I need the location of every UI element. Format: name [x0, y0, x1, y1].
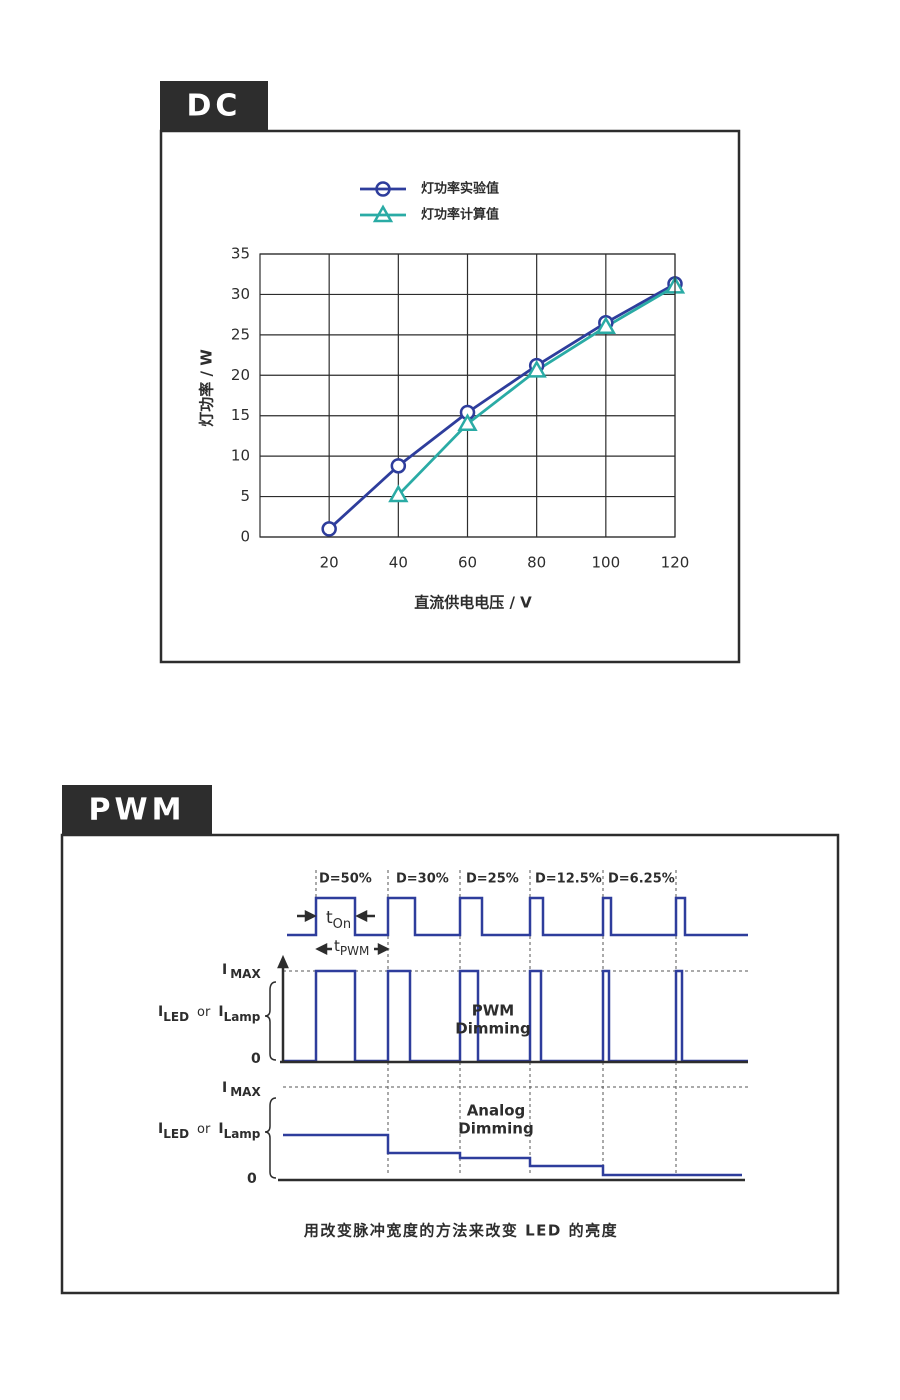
imax: I MAX — [222, 962, 261, 981]
analog-current — [283, 1133, 742, 1177]
sub: LED — [163, 1010, 189, 1024]
arrow — [355, 909, 368, 923]
legend-label: 灯功率计算值 — [421, 207, 499, 223]
marker — [388, 484, 409, 503]
brace — [264, 1097, 277, 1179]
x-tick-label: 80 — [527, 554, 546, 572]
dc-title: DC — [187, 89, 242, 124]
marker — [595, 316, 616, 335]
arrow — [277, 954, 289, 969]
plot: 0 5 10 15 20 25 30 35 20 40 60 80 100 120 — [231, 181, 690, 572]
region-labels: PWM Dimming Analog Dimming — [455, 1002, 533, 1138]
sub: Lamp — [224, 1010, 261, 1024]
sub: MAX — [230, 1085, 261, 1099]
marker — [390, 458, 407, 474]
axes — [277, 909, 748, 1182]
x-tick-label: 120 — [661, 554, 690, 572]
duty-labels: D=50% D=30% D=25% D=12.5% D=6.25% — [319, 872, 675, 887]
pwm-tab — [62, 785, 212, 835]
pwm-frame — [60, 833, 840, 1295]
analog-dimming: Analog — [467, 1102, 526, 1120]
duty-label: D=6.25% — [608, 872, 675, 887]
y-labels: I MAX ILED or ILamp 0 I MAX ILED or ILamp 0 — [158, 962, 261, 1187]
i: I — [222, 962, 227, 978]
x-tick-label: 20 — [320, 554, 339, 572]
caption: 用改变脉冲宽度的方法来改变 LED 的亮度 — [304, 1222, 618, 1240]
arrow — [315, 942, 328, 956]
dc-frame — [159, 129, 741, 664]
y-tick-label: 20 — [231, 366, 250, 384]
sub: MAX — [230, 967, 261, 981]
sub: LED — [163, 1127, 189, 1141]
duty-label: D=25% — [466, 872, 519, 887]
zero: 0 — [251, 1051, 261, 1067]
arrow — [377, 942, 390, 956]
pulse-train — [287, 896, 748, 937]
t: t — [326, 908, 333, 928]
pwm-current — [283, 969, 748, 1063]
sub: On — [333, 917, 351, 932]
duty-label: D=50% — [319, 872, 372, 887]
x-axis-label: 直流供电电压 / V — [414, 594, 532, 612]
y-tick-label: 35 — [231, 245, 250, 263]
or: or — [197, 1005, 211, 1020]
i: I — [158, 1121, 163, 1137]
i: I — [158, 1004, 163, 1020]
i: I — [218, 1004, 223, 1020]
x-tick-label: 60 — [458, 554, 477, 572]
x-tick-label: 100 — [592, 554, 621, 572]
dc-tab — [160, 81, 268, 131]
y-tick-label: 30 — [231, 285, 250, 303]
duty-label: D=12.5% — [535, 872, 602, 887]
y-tick-label: 0 — [240, 528, 250, 546]
imax: I MAX — [222, 1080, 261, 1099]
marker — [321, 521, 337, 537]
t-on: tOn — [326, 908, 351, 932]
brace — [264, 981, 277, 1061]
y-tick-label: 10 — [231, 447, 250, 465]
duty-label: D=30% — [396, 872, 449, 887]
marker — [457, 413, 478, 432]
pwm-dimming: PWM — [472, 1002, 514, 1020]
analog-dimming: Dimming — [458, 1120, 533, 1138]
y-tick-label: 25 — [231, 325, 250, 343]
y-tick-label: 5 — [240, 487, 250, 505]
i: I — [222, 1080, 227, 1096]
iled: ILED or ILamp — [158, 1004, 261, 1024]
pwm-dimming: Dimming — [455, 1020, 530, 1038]
legend-label: 灯功率实验值 — [421, 181, 499, 197]
t: t — [334, 937, 340, 955]
y-axis-label: 灯功率 / W — [198, 349, 216, 427]
zero: 0 — [247, 1171, 257, 1187]
braces — [264, 981, 277, 1179]
sub: PWM — [340, 944, 369, 958]
x-tick-label: 40 — [389, 554, 408, 572]
pwm-title: PWM — [89, 793, 186, 828]
or: or — [197, 1122, 211, 1137]
i: I — [218, 1121, 223, 1137]
t-pwm: tPWM — [334, 937, 369, 958]
iled: ILED or ILamp — [158, 1121, 261, 1141]
sub: Lamp — [224, 1127, 261, 1141]
plot-frame — [259, 253, 676, 538]
y-tick-label: 15 — [231, 406, 250, 424]
series-line — [328, 282, 676, 530]
arrow — [304, 909, 317, 923]
marker — [526, 359, 547, 378]
